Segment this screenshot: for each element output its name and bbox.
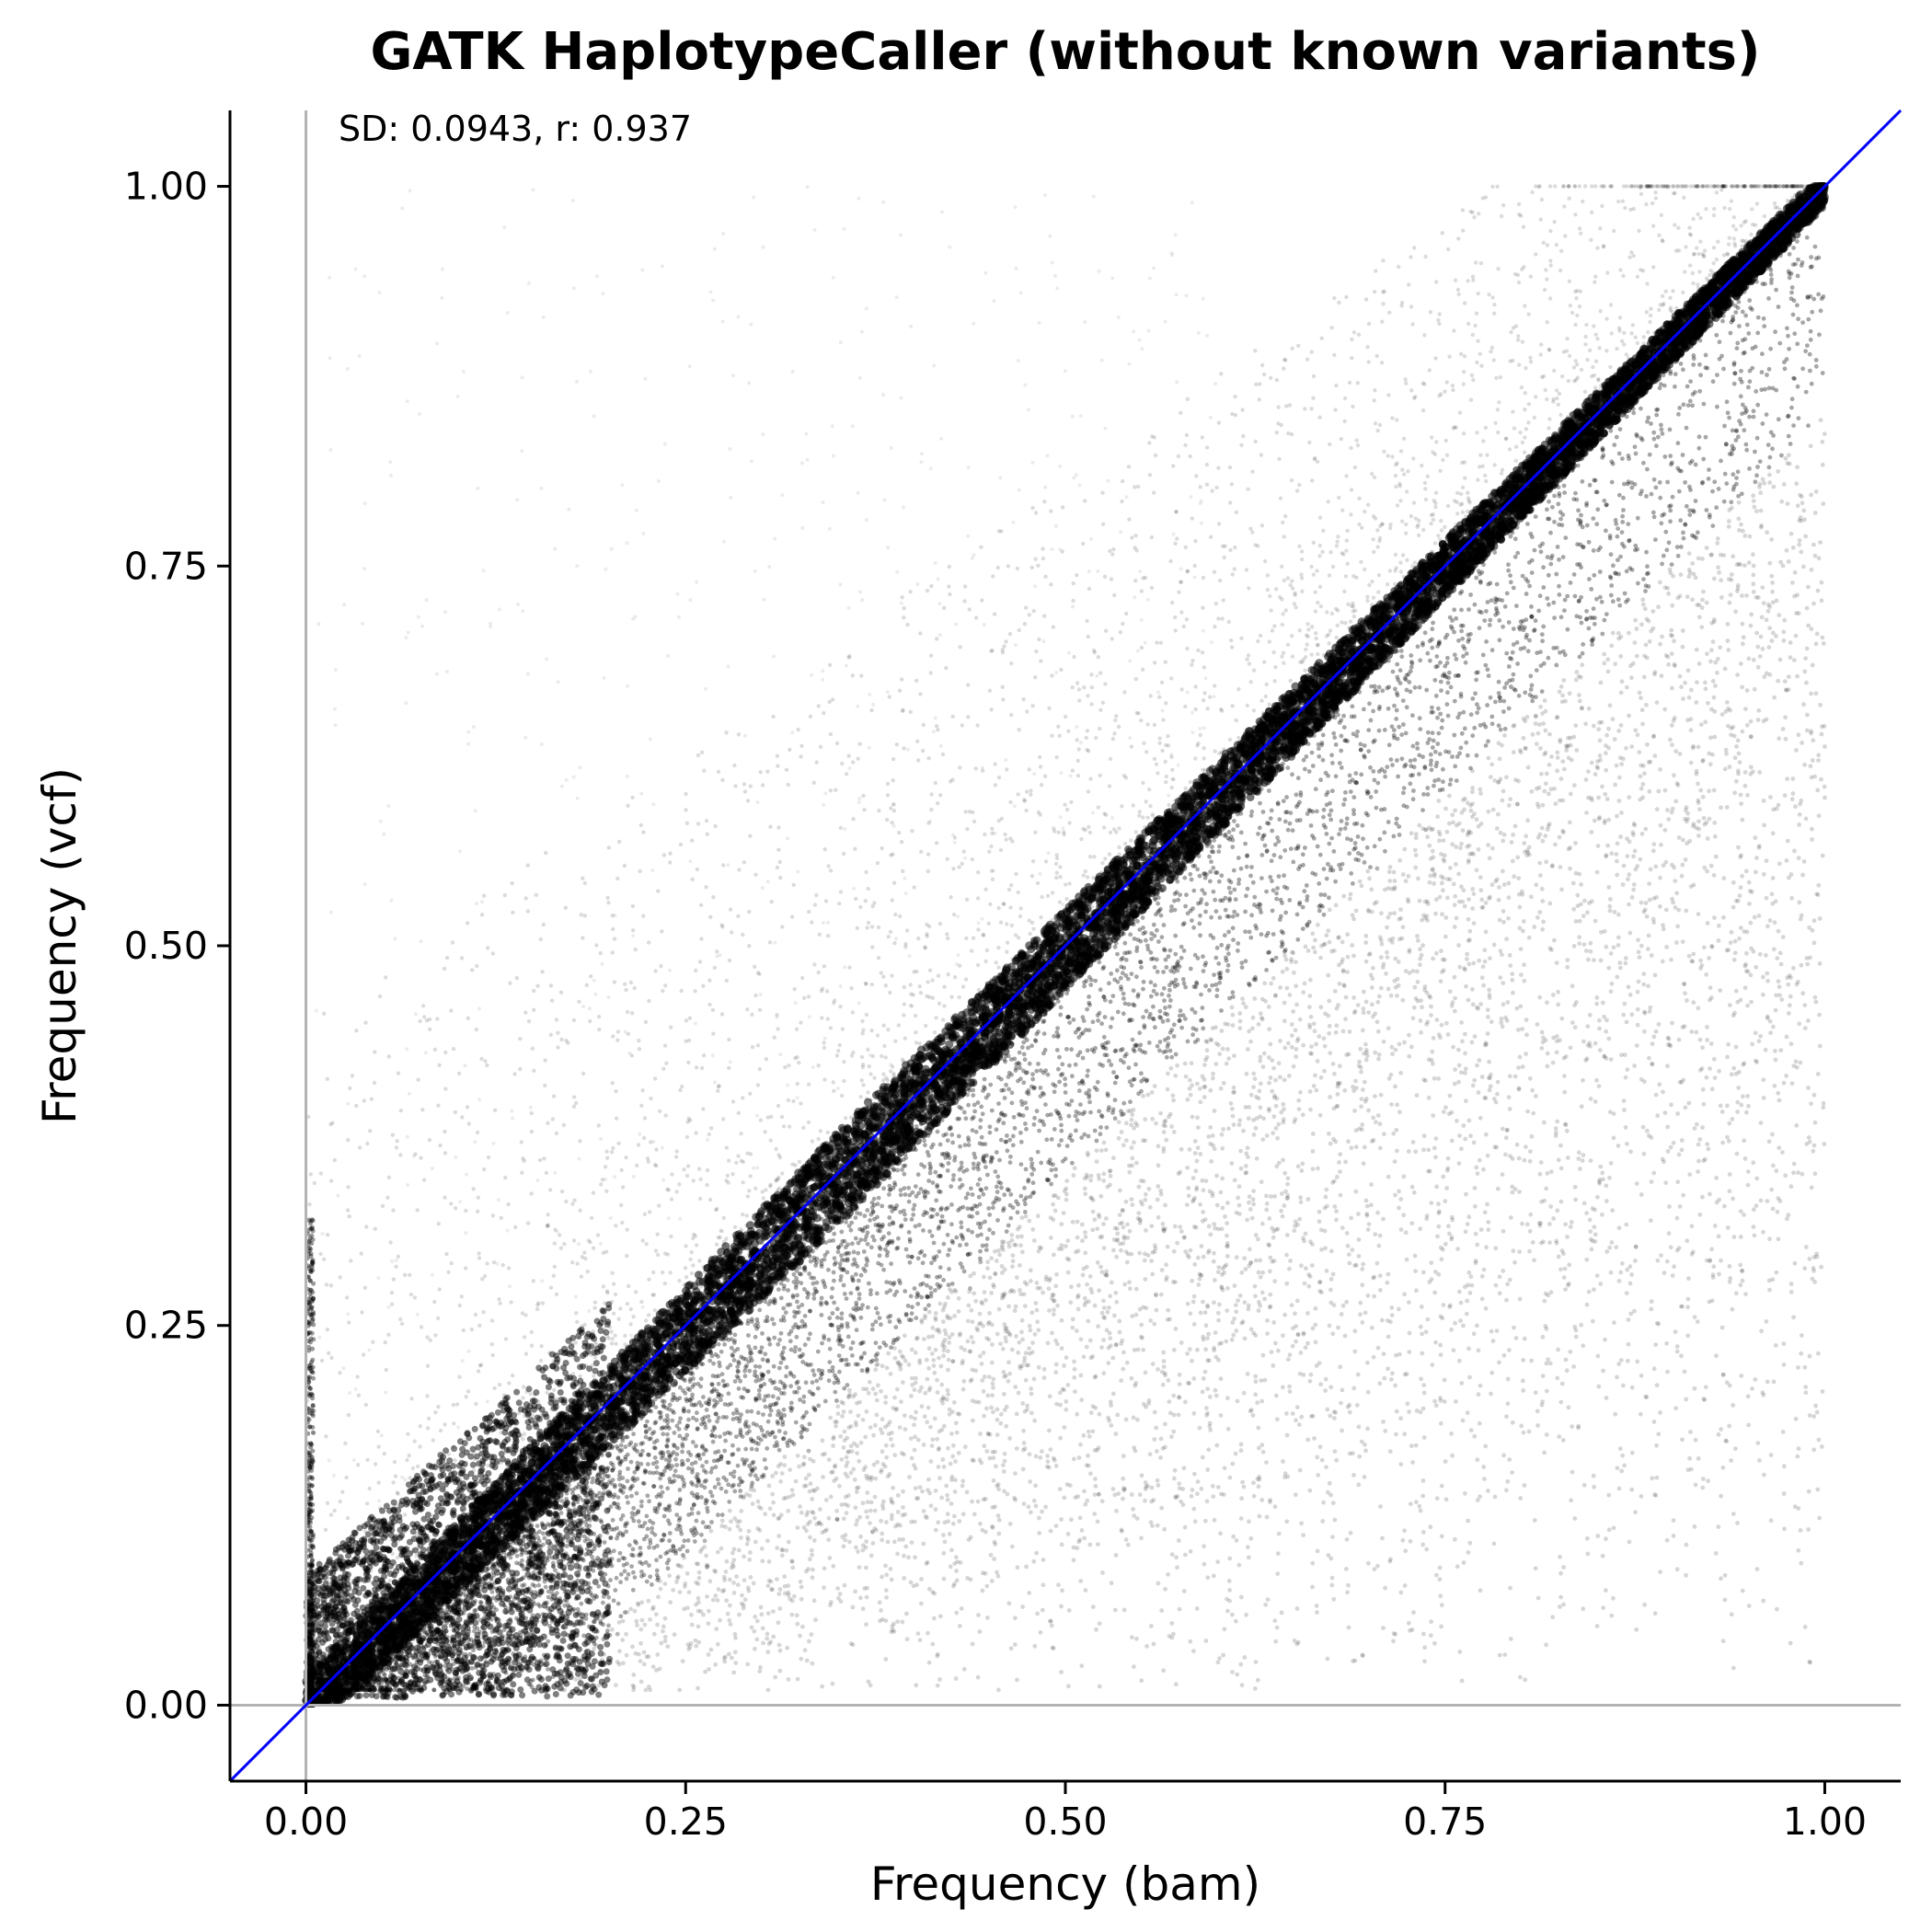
scatter-points (302, 182, 1829, 1708)
plot-area (228, 109, 1903, 1783)
chart-title: GATK HaplotypeCaller (without known vari… (370, 22, 1760, 82)
